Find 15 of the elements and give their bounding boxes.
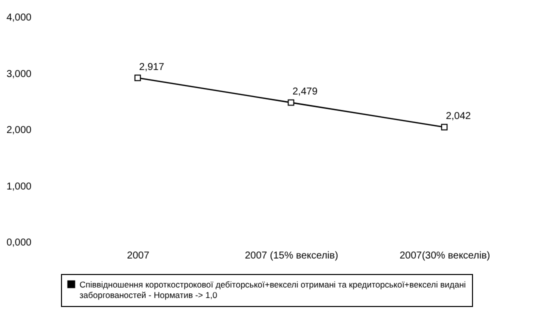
point [134,74,141,82]
data-label: 2,479 [292,86,318,98]
y-tick-label: 0,000 [6,238,32,248]
data-label: 2,917 [139,62,165,73]
y-tick-label: 2,000 [6,125,32,136]
point [441,124,448,130]
x-tick-label: 2007(30% векселів) [400,250,490,262]
legend-label: Співвідношення короткострокової дебіторської+векселі отримані та кредиторської+векселі видані заборгованостей - Норматив -> 1,0 [80,279,466,300]
point [288,99,294,106]
y-tick-label: 4,000 [6,12,32,24]
x-tick-label: 2007 [127,250,150,262]
x-tick-label: 2007 (15% векселів) [244,250,338,262]
y-tick-label: 1,000 [6,181,32,192]
y-tick-label: 3,000 [6,68,32,80]
data-label: 2,042 [446,111,472,122]
